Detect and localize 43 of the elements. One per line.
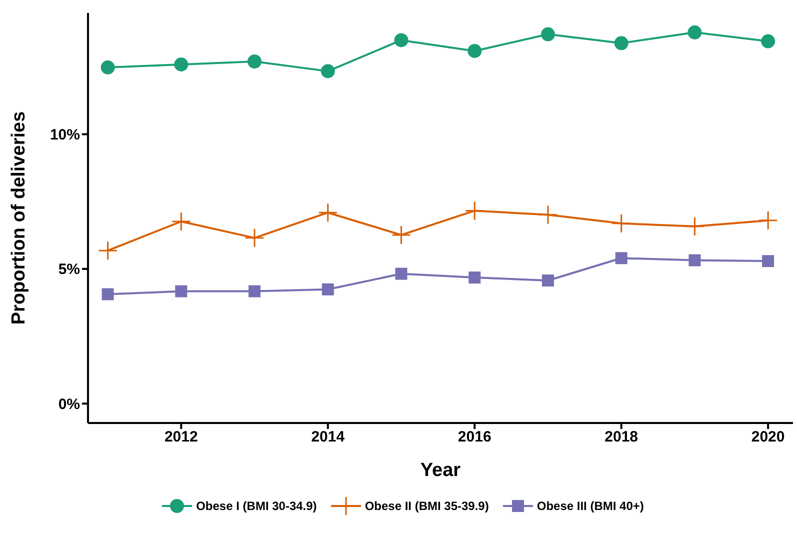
point [614, 36, 628, 50]
point [322, 283, 334, 296]
y-tick-label: 10% [50, 126, 80, 144]
x-tick-label: 2014 [311, 428, 346, 446]
point [542, 274, 554, 286]
point [394, 33, 408, 48]
point [468, 44, 482, 58]
point [684, 216, 704, 236]
x-tick-label: 2020 [751, 428, 785, 446]
point [248, 285, 261, 298]
point [688, 254, 701, 266]
point [175, 285, 188, 298]
legend-label: Obese I (BMI 30-34.9) [196, 499, 317, 513]
point [688, 25, 702, 40]
x-tick-label: 2018 [604, 428, 638, 446]
y-tick-label: 0% [58, 396, 80, 413]
point [761, 34, 776, 48]
x-tick-label: 2012 [164, 428, 198, 446]
y-tick-label: 5% [58, 261, 80, 278]
point [758, 210, 778, 230]
x-axis-title: Year [420, 460, 462, 481]
point [98, 240, 118, 260]
point [395, 268, 408, 280]
point [392, 225, 411, 245]
point [102, 288, 114, 300]
point [171, 212, 191, 232]
point [540, 27, 555, 42]
y-axis-title: Proportion of deliveries [8, 111, 30, 325]
point [762, 255, 774, 268]
legend-label: Obese III (BMI 40+) [536, 499, 644, 513]
legend-label: Obese II (BMI 35-39.9) [364, 499, 489, 513]
point [320, 64, 335, 78]
point [468, 272, 481, 284]
point [615, 252, 628, 264]
point [244, 228, 264, 248]
point [248, 54, 262, 68]
point [464, 200, 484, 220]
point [318, 202, 338, 222]
point [612, 214, 632, 234]
x-tick-label: 2016 [458, 428, 492, 446]
point [174, 57, 188, 72]
point [100, 60, 115, 74]
point [538, 205, 558, 225]
